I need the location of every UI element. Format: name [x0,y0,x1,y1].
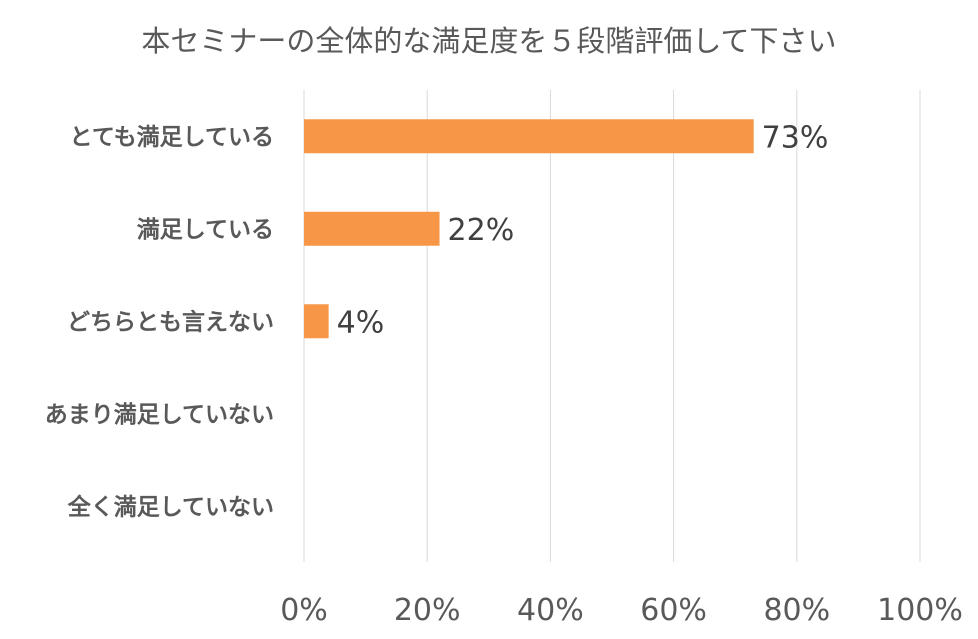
data-labels: 73% 22% 4% [337,120,829,340]
gridlines [303,90,921,562]
x-tick-label: 100% [877,593,963,628]
x-tick-label: 60% [640,593,707,628]
bars [304,119,754,339]
x-tick-label: 0% [280,593,328,628]
category-label: 満足している [137,217,274,243]
category-label: とても満足している [70,124,274,150]
category-labels: とても満足している満足しているどちらとも言えないあまり満足していない全く満足して… [45,124,274,520]
category-label: 全く満足していない [67,493,274,520]
category-label: どちらとも言えない [67,308,274,335]
x-tick-label: 80% [763,593,830,628]
bar [304,211,440,246]
bar [304,119,754,154]
x-axis-ticks: 0% 20% 40% 60% 80% 100% [280,593,963,628]
data-label: 22% [448,213,515,248]
bar [304,304,329,339]
x-tick-label: 40% [517,593,584,628]
data-label: 4% [337,305,385,340]
category-label: あまり満足していない [45,402,274,428]
chart-title: 本セミナーの全体的な満足度を５段階評価して下さい [141,24,837,58]
data-label: 73% [762,120,829,155]
x-tick-label: 20% [394,593,461,628]
